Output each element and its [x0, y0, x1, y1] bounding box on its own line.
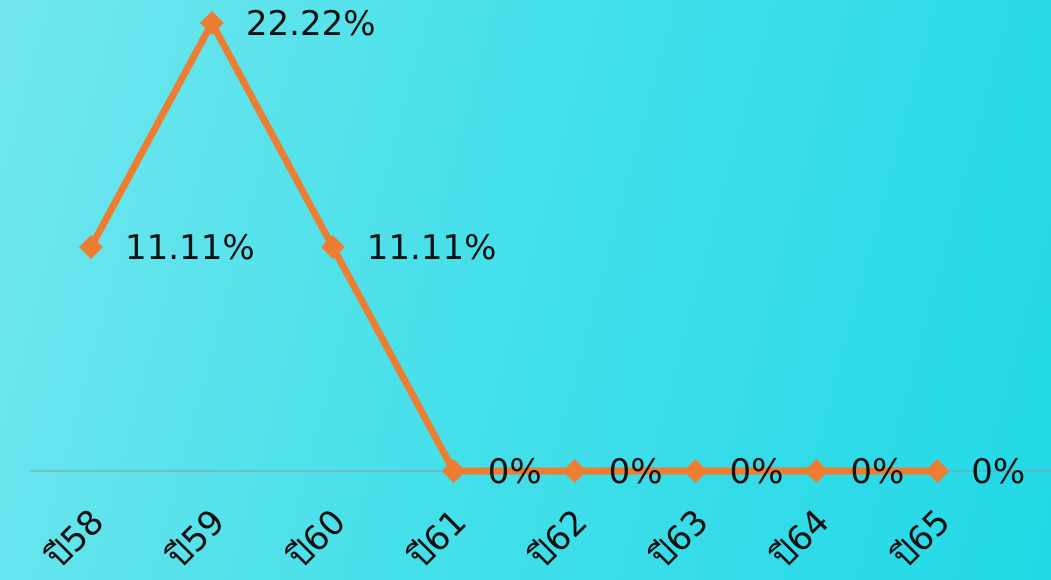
data-label: 22.22% [246, 4, 376, 44]
data-point-marker [320, 235, 345, 259]
x-tick-label: ปี62 [521, 502, 596, 577]
data-point-marker [441, 459, 466, 483]
data-label: 0% [488, 452, 542, 492]
x-tick-label: ปี60 [279, 502, 354, 577]
data-point-marker [683, 459, 708, 483]
data-label: 0% [609, 452, 663, 492]
data-label: 11.11% [125, 228, 255, 268]
x-tick-label: ปี64 [763, 502, 838, 577]
x-tick-label: ปี63 [642, 502, 717, 577]
x-tick-label: ปี61 [400, 502, 475, 577]
markers-group [79, 11, 950, 483]
data-labels-group: 11.11% 22.22% 11.11% 0% 0% 0% 0% 0% [125, 4, 1025, 492]
x-tick-label: ปี59 [158, 502, 233, 577]
data-point-marker [79, 235, 103, 259]
data-point-marker [199, 11, 224, 35]
x-tick-label: ปี58 [37, 502, 112, 577]
data-point-marker [562, 459, 587, 483]
series-line [87, 19, 938, 475]
data-label: 0% [730, 452, 784, 492]
tick-labels-group: ปี58 ปี59 ปี60 ปี61 ปี62 ปี63 ปี64 ปี65 [37, 502, 958, 577]
data-label: 11.11% [367, 228, 497, 268]
data-label: 0% [971, 452, 1025, 492]
data-label: 0% [850, 452, 904, 492]
data-point-marker [925, 459, 950, 483]
data-point-marker [804, 459, 829, 483]
x-tick-label: ปี65 [884, 502, 959, 577]
